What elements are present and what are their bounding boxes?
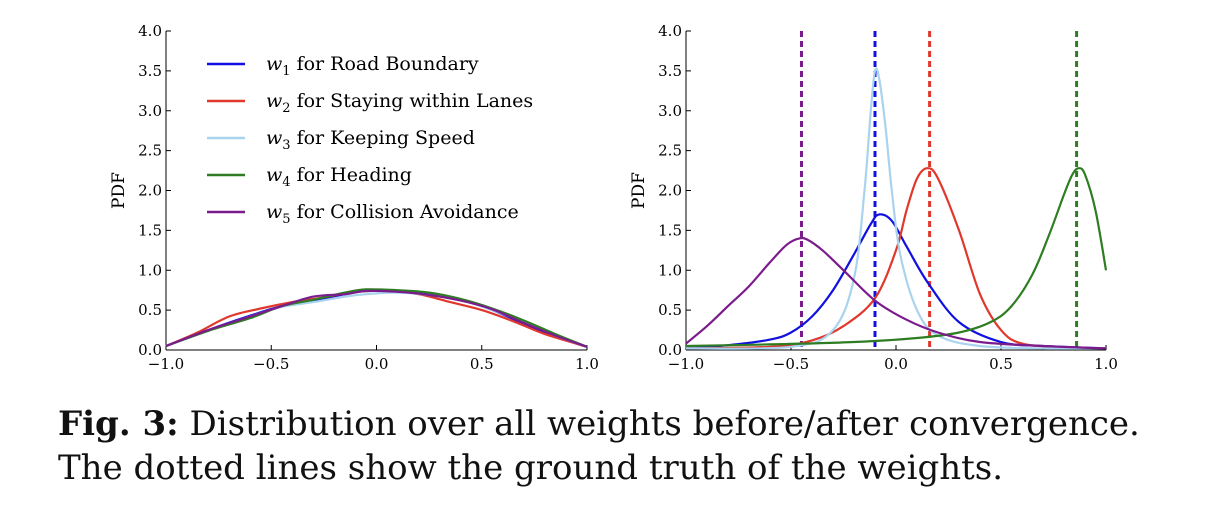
series-line [685, 236, 1107, 350]
x-tick-label: −1.0 [668, 355, 704, 373]
legend-entry: w3 for Keeping Speed [266, 127, 475, 153]
series-line [685, 167, 1107, 350]
series-line [165, 289, 588, 348]
legend: w1 for Road Boundary w2 for Staying withi… [207, 53, 533, 227]
series-line [685, 167, 1108, 348]
caption-line-2: The dotted lines show the ground truth o… [58, 448, 1004, 488]
x-tick-label: 0.5 [989, 355, 1013, 373]
x-tick-label: 0.0 [365, 355, 389, 373]
x-tick-label: 1.0 [575, 355, 599, 373]
y-tick-label: 3.0 [658, 102, 682, 120]
y-tick-label: 2.0 [658, 182, 682, 200]
y-tick-label: 0.5 [138, 301, 162, 319]
x-tick-label: 0.5 [470, 355, 494, 373]
y-axis-label: PDF [109, 172, 129, 209]
y-tick-label: 4.0 [658, 22, 682, 40]
series-line [165, 289, 588, 348]
legend-entry: w1 for Road Boundary [266, 53, 479, 79]
x-tick-label: −0.5 [253, 355, 289, 373]
figure-canvas: 0.0 0.5 1.0 1.5 2.0 2.5 3.0 3.5 4.0 −1.0 −0.5 0.0 0.… [109, 22, 1118, 373]
y-tick-label: 2.5 [658, 142, 682, 160]
y-tick-label: 1.0 [138, 261, 162, 279]
y-tick-label: 0.5 [658, 301, 682, 319]
x-tick-label: −0.5 [773, 355, 809, 373]
y-tick-label: 0.0 [138, 341, 162, 359]
figure-caption: Fig. 3: Distribution over all weights be… [58, 402, 1198, 490]
y-axis-label: PDF [629, 172, 649, 209]
legend-entry: w5 for Collision Avoidance [266, 201, 519, 227]
y-tick-label: 0.0 [658, 341, 682, 359]
y-tick-label: 2.5 [138, 142, 162, 160]
x-tick-label: 0.0 [884, 355, 908, 373]
y-tick-label: 3.5 [138, 62, 162, 80]
y-tick-label: 2.0 [138, 182, 162, 200]
legend-entry: w2 for Staying within Lanes [266, 90, 533, 116]
y-tick-label: 4.0 [138, 22, 162, 40]
series-line [165, 288, 588, 348]
y-tick-label: 3.5 [658, 62, 682, 80]
caption-line-1: Fig. 3: Distribution over all weights be… [58, 402, 1198, 446]
y-tick-label: 1.5 [138, 221, 162, 239]
series-line [685, 67, 1107, 350]
right-panel: 0.0 0.5 1.0 1.5 2.0 2.5 3.0 3.5 4.0 −1.0 −0.5 0.0 0.… [629, 22, 1118, 373]
y-tick-label: 1.0 [658, 261, 682, 279]
y-tick-label: 3.0 [138, 102, 162, 120]
left-panel: 0.0 0.5 1.0 1.5 2.0 2.5 3.0 3.5 4.0 −1.0 −0.5 0.0 0.… [109, 22, 599, 373]
legend-entry: w4 for Heading [266, 164, 412, 190]
caption-text-1: Distribution over all weights before/aft… [189, 404, 1140, 444]
y-tick-label: 1.5 [658, 221, 682, 239]
caption-label: Fig. 3: [58, 404, 179, 444]
series-line [685, 213, 1107, 350]
series-line [165, 289, 588, 348]
x-tick-label: 1.0 [1094, 355, 1118, 373]
x-tick-label: −1.0 [148, 355, 184, 373]
